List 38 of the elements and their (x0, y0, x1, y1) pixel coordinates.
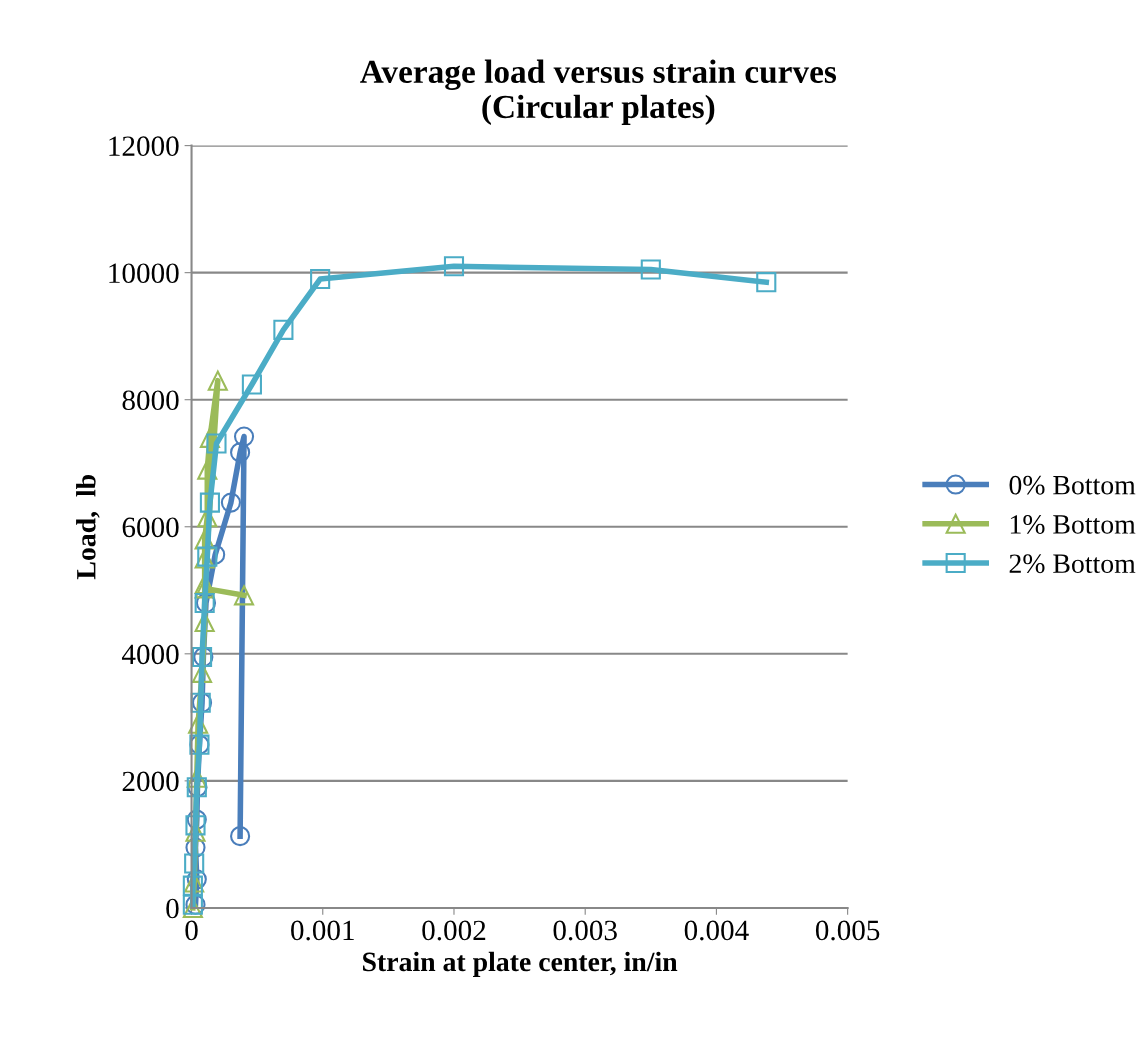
x-tick-label: 0.001 (291, 920, 354, 941)
point (443, 256, 465, 277)
x-axis-title: Strain at plate center, in/in (363, 951, 678, 977)
chart-title: Average load versus strain curves (Circular plates) (360, 59, 837, 125)
y-tick-label: 4000 (121, 644, 179, 665)
legend-label: 1% Bottom (1010, 515, 1136, 534)
point (185, 837, 206, 858)
x-tick-label: 0.002 (422, 920, 486, 941)
point (194, 529, 215, 550)
y-tick-label: 2000 (122, 771, 179, 792)
point (640, 259, 661, 280)
point (241, 374, 262, 395)
y-tick-label: 12000 (109, 136, 179, 157)
point (206, 433, 227, 454)
point (233, 585, 255, 606)
legend-label: 2% Bottom (1009, 554, 1136, 574)
y-tick-label: 8000 (122, 390, 179, 411)
point (186, 809, 207, 830)
y-tick-label: 0 (166, 898, 179, 919)
point (273, 319, 294, 340)
x-tick-label: 0.003 (553, 920, 617, 941)
x-tick-label: 0 (185, 920, 198, 941)
point (230, 442, 251, 463)
point (199, 492, 220, 513)
point (230, 826, 251, 847)
y-tick-label: 6000 (122, 517, 179, 538)
point (756, 272, 777, 293)
point (207, 370, 228, 391)
point (233, 426, 255, 447)
legend-label: 0% Bottom (1009, 475, 1136, 495)
x-tick-label: 0.005 (815, 920, 880, 941)
point (184, 853, 205, 874)
y-tick-label: 10000 (109, 263, 179, 284)
point (220, 492, 241, 513)
point (185, 815, 206, 836)
point (310, 268, 331, 290)
y-axis-title: Load, lb (76, 475, 100, 580)
x-tick-label: 0.004 (684, 920, 749, 941)
